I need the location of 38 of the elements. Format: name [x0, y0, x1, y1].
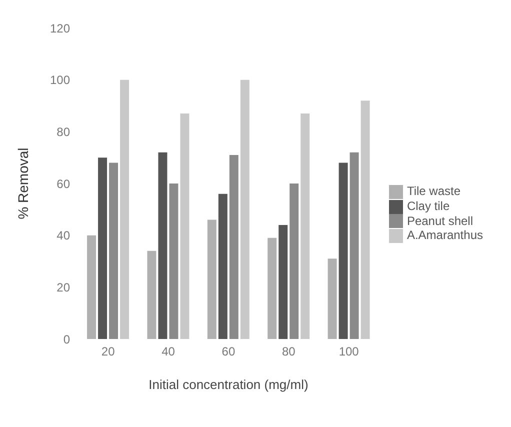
x-tick-label: 60 — [222, 344, 236, 359]
bar — [290, 184, 299, 339]
x-axis-title: Initial concentration (mg/ml) — [148, 377, 308, 392]
bar — [268, 238, 277, 339]
x-tick-label: 40 — [162, 344, 176, 359]
y-tick-label: 100 — [50, 73, 70, 88]
y-tick-label: 80 — [56, 124, 70, 139]
bar — [120, 80, 130, 339]
bar — [180, 114, 190, 339]
x-tick-label: 20 — [101, 344, 116, 359]
y-tick-label: 60 — [56, 176, 70, 191]
bar — [350, 152, 359, 339]
bar — [87, 235, 96, 339]
bar — [338, 162, 348, 339]
y-tick-label: 20 — [56, 280, 70, 294]
y-tick-label: 120 — [50, 21, 70, 36]
x-tick-label: 100 — [338, 344, 360, 359]
y-tick-label: 0 — [63, 332, 70, 346]
bar — [300, 114, 310, 339]
bar — [278, 224, 288, 339]
bar — [109, 162, 118, 339]
x-tick-label: 80 — [282, 344, 296, 359]
bar — [240, 80, 250, 339]
bar — [147, 250, 156, 339]
legend-label: Tile waste — [406, 184, 461, 198]
legend-label: Peanut shell — [406, 214, 473, 228]
legend-label: A.Amaranthus — [406, 228, 483, 242]
bar — [218, 194, 228, 339]
bar — [98, 158, 108, 339]
y-tick-label: 40 — [56, 228, 70, 243]
bar — [158, 152, 168, 339]
bar — [207, 220, 216, 339]
bar — [229, 154, 238, 339]
legend-label: Clay tile — [406, 198, 450, 213]
bar — [169, 184, 178, 339]
bar — [360, 100, 370, 339]
bar — [328, 258, 337, 339]
y-axis-title: % Removal — [14, 148, 31, 220]
